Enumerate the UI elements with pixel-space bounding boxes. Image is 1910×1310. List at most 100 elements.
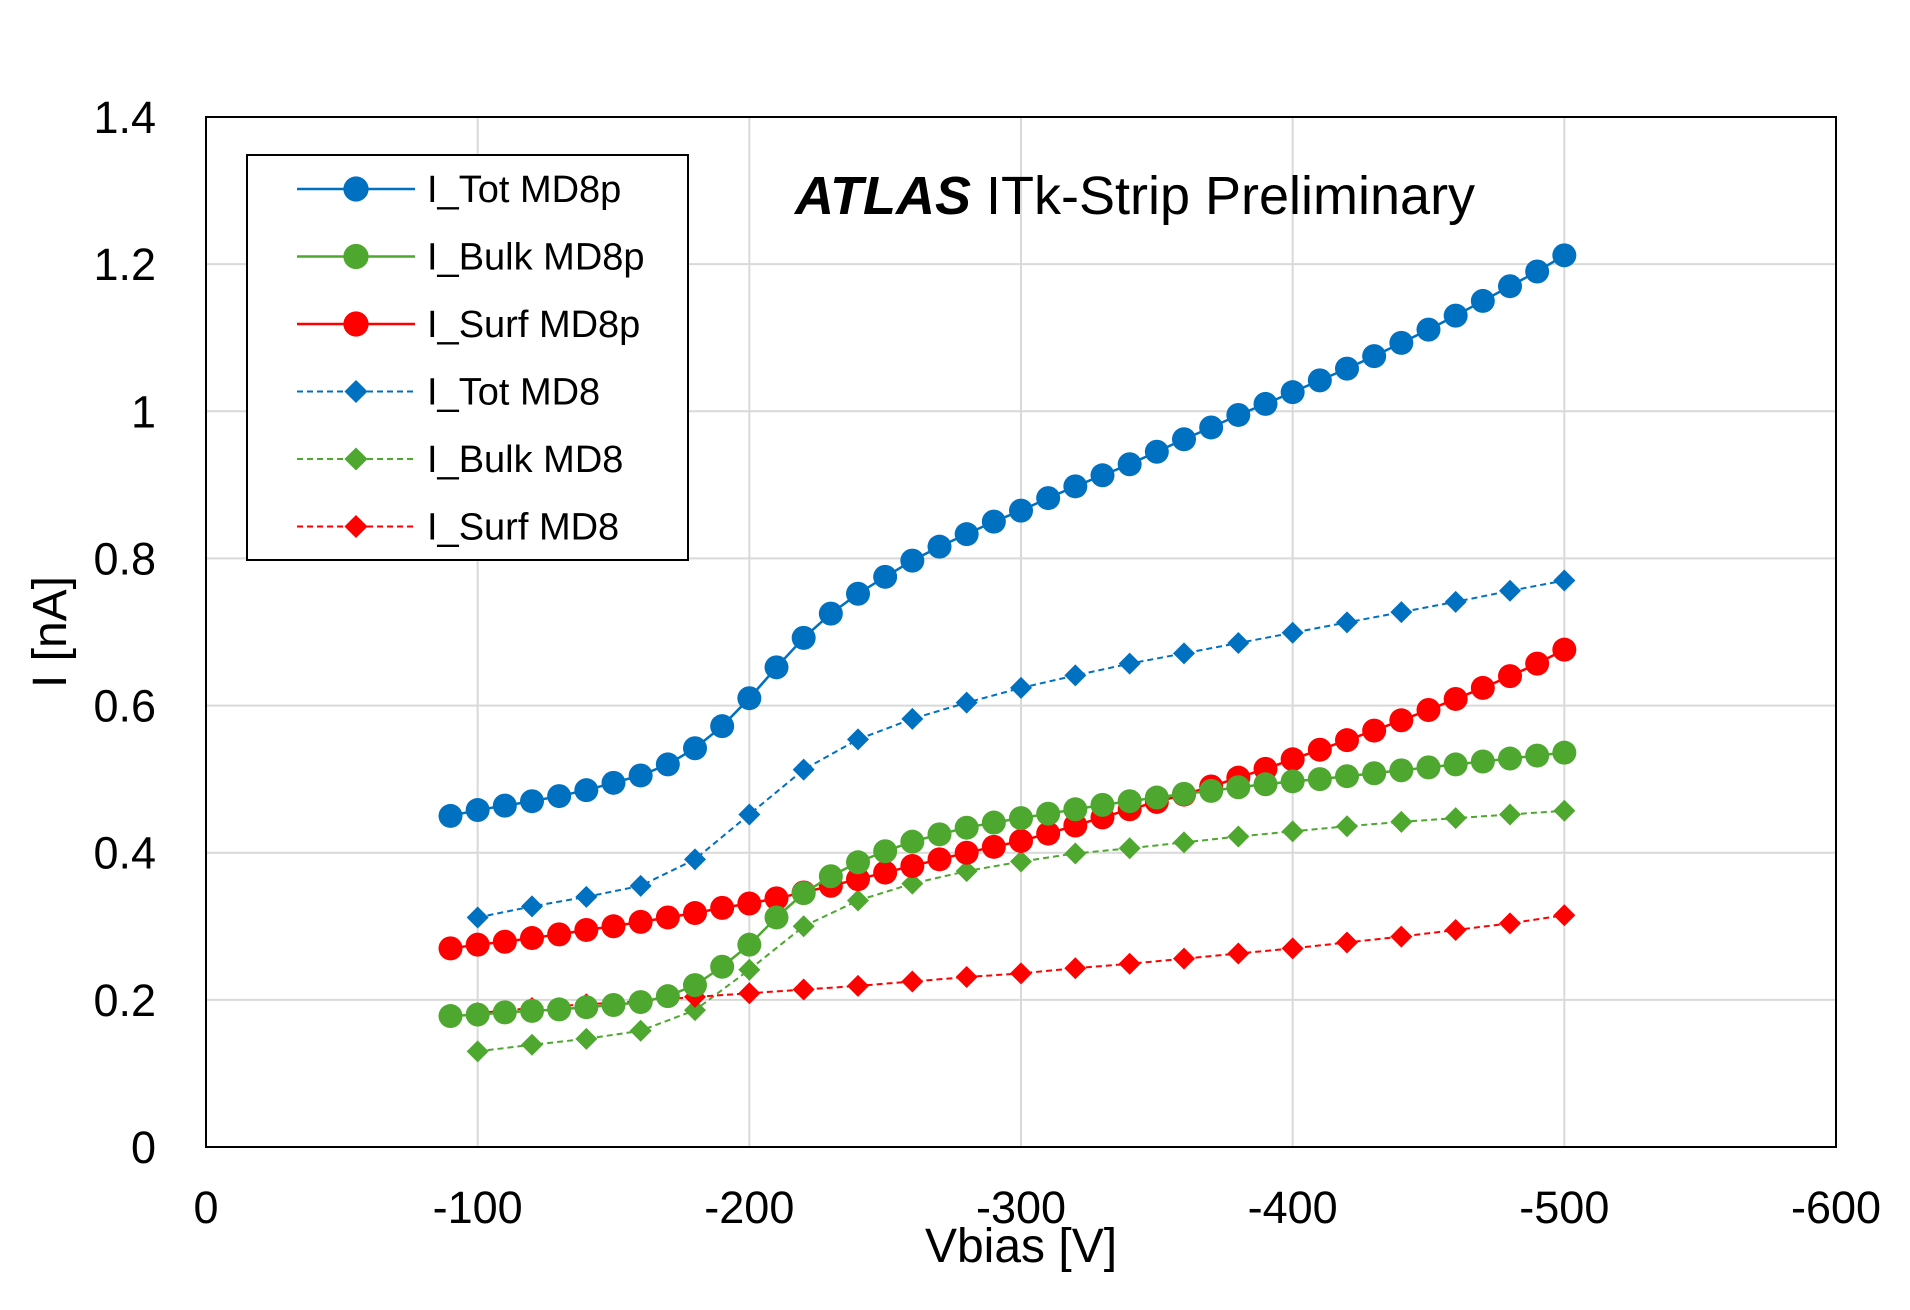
legend-label: I_Bulk MD8p xyxy=(427,237,645,279)
data-point xyxy=(1227,825,1250,848)
data-point xyxy=(1036,486,1061,511)
data-point xyxy=(1416,755,1441,780)
data-point xyxy=(1443,686,1468,711)
data-point xyxy=(954,815,979,840)
data-point xyxy=(764,655,789,680)
data-point xyxy=(1525,743,1550,768)
x-tick-label: -100 xyxy=(433,1182,523,1233)
data-point xyxy=(1525,259,1550,284)
data-point xyxy=(927,534,952,559)
data-point xyxy=(1389,758,1414,783)
legend-marker xyxy=(343,176,369,202)
legend-entry: I_Surf MD8 xyxy=(297,507,619,549)
data-point xyxy=(873,839,898,864)
data-point xyxy=(1009,498,1033,523)
data-point xyxy=(847,974,869,997)
data-point xyxy=(1444,590,1467,613)
data-point xyxy=(1307,767,1332,792)
data-point xyxy=(1390,810,1413,833)
legend-label: I_Surf MD8p xyxy=(427,304,640,346)
data-point xyxy=(981,834,1006,859)
data-point xyxy=(492,929,517,954)
data-point xyxy=(574,917,599,942)
data-point xyxy=(492,1000,517,1025)
data-point xyxy=(1281,621,1304,644)
series-i-bulk-md8p xyxy=(438,740,1577,1029)
data-point xyxy=(1253,772,1278,797)
data-point xyxy=(1307,368,1332,393)
y-tick-label: 1.2 xyxy=(93,239,156,290)
y-tick-label: 0.6 xyxy=(93,681,156,732)
data-point xyxy=(575,885,598,908)
data-point xyxy=(738,958,761,981)
data-point xyxy=(1552,740,1577,765)
legend-label: I_Bulk MD8 xyxy=(427,439,623,481)
data-point xyxy=(1227,632,1250,655)
data-point xyxy=(927,822,952,847)
data-point xyxy=(1064,842,1087,865)
data-point xyxy=(465,798,490,823)
x-tick-label: -600 xyxy=(1791,1182,1881,1233)
data-point xyxy=(792,758,815,781)
data-point xyxy=(1307,737,1332,762)
data-point xyxy=(1443,303,1468,328)
chart-title-atlas: ATLAS xyxy=(793,166,971,226)
data-point xyxy=(683,901,707,926)
data-point xyxy=(846,581,870,606)
legend-entry: I_Surf MD8p xyxy=(297,304,640,346)
data-point xyxy=(1199,415,1224,440)
data-point xyxy=(683,736,707,761)
data-point xyxy=(465,932,490,957)
legend-label: I_Tot MD8 xyxy=(427,372,600,414)
data-point xyxy=(927,847,952,872)
data-point xyxy=(1009,828,1033,853)
data-point xyxy=(901,707,924,730)
data-point xyxy=(738,982,761,1005)
data-point xyxy=(1227,942,1250,965)
data-point xyxy=(1416,697,1441,722)
data-point xyxy=(1470,675,1495,700)
legend-box xyxy=(246,154,689,561)
series-i-bulk-md8 xyxy=(466,799,1576,1063)
data-point xyxy=(1118,652,1141,675)
data-point xyxy=(1226,775,1251,800)
data-point xyxy=(574,995,599,1020)
data-point xyxy=(791,881,816,906)
data-point xyxy=(1525,651,1550,676)
data-point xyxy=(1172,427,1196,452)
data-point xyxy=(955,860,978,883)
data-point xyxy=(1280,747,1305,772)
data-point xyxy=(438,936,463,961)
data-point xyxy=(1253,391,1278,416)
legend-label: I_Tot MD8p xyxy=(427,169,621,211)
y-tick-label: 0.2 xyxy=(93,975,156,1026)
data-point xyxy=(1117,452,1142,477)
legend-entry: I_Bulk MD8p xyxy=(297,237,645,279)
data-point xyxy=(1172,781,1196,806)
data-point xyxy=(764,905,789,930)
data-point xyxy=(1280,380,1305,405)
data-point xyxy=(520,789,544,814)
data-point xyxy=(466,1040,489,1063)
data-point xyxy=(1064,664,1087,687)
data-point xyxy=(1336,611,1358,634)
data-point xyxy=(601,770,626,795)
data-point xyxy=(628,909,653,934)
data-point xyxy=(738,803,761,826)
data-point xyxy=(601,914,626,939)
data-point xyxy=(1280,769,1305,794)
data-point xyxy=(438,803,463,828)
data-point xyxy=(1499,912,1521,935)
data-point xyxy=(655,752,680,777)
legend-marker xyxy=(344,379,368,404)
data-point xyxy=(1390,925,1413,948)
y-tick-label: 0.8 xyxy=(93,533,156,584)
data-point xyxy=(1335,764,1359,789)
data-point xyxy=(873,860,898,885)
data-point xyxy=(1416,317,1441,342)
data-point xyxy=(1199,778,1224,803)
x-tick-label: -500 xyxy=(1519,1182,1609,1233)
data-point xyxy=(1444,807,1467,830)
data-point xyxy=(955,966,978,989)
